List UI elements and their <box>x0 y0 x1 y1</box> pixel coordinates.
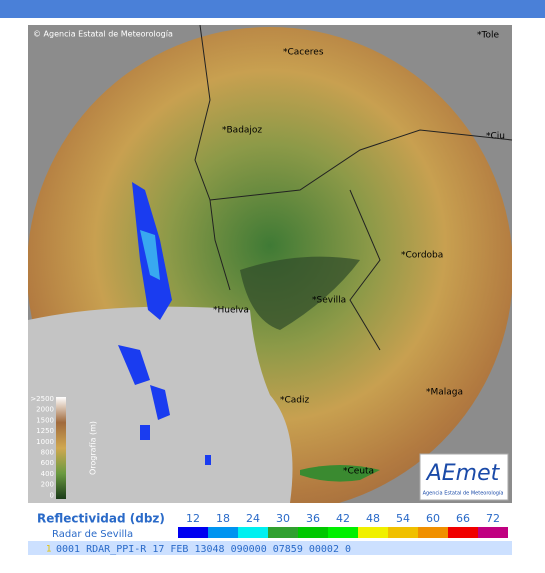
level-swatch <box>418 527 448 538</box>
orography-tick: 1500 <box>36 416 54 424</box>
level-label: 42 <box>336 512 350 525</box>
top-bar <box>0 0 545 18</box>
city-label: *Ceuta <box>343 467 374 477</box>
orography-tick: 600 <box>41 459 54 467</box>
city-label: *Badajoz <box>222 126 262 136</box>
level-label: 24 <box>246 512 260 525</box>
logo-box <box>419 453 509 501</box>
logo-subtitle: Agencia Estatal de Meteorología <box>423 490 504 497</box>
radar-name: Radar de Sevilla <box>52 529 133 540</box>
level-swatch <box>178 527 208 538</box>
orography-tick: 0 <box>50 491 54 499</box>
orography-tick: >2500 <box>30 395 54 403</box>
status-marker: 1 <box>46 545 52 555</box>
orography-tick: 1000 <box>36 438 54 446</box>
level-label: 12 <box>186 512 200 525</box>
level-swatch <box>358 527 388 538</box>
level-label: 66 <box>456 512 470 525</box>
city-label: *Cadiz <box>280 396 310 406</box>
city-label: *Caceres <box>283 48 324 58</box>
level-swatch <box>238 527 268 538</box>
city-label: *Sevilla <box>312 296 346 306</box>
level-label: 60 <box>426 512 440 525</box>
city-label: *Malaga <box>426 388 463 398</box>
city-label: *Tole <box>477 31 499 41</box>
level-label: 48 <box>366 512 380 525</box>
level-swatch <box>328 527 358 538</box>
orography-tick: 2000 <box>36 406 54 414</box>
level-label: 18 <box>216 512 230 525</box>
level-label: 36 <box>306 512 320 525</box>
level-swatch <box>388 527 418 538</box>
reflectivity-title: Reflectividad (dbz) <box>37 512 165 526</box>
level-swatch <box>298 527 328 538</box>
copyright: © Agencia Estatal de Meteorología <box>33 30 173 39</box>
orography-title: Orografía (m) <box>89 421 98 475</box>
orography-tick: 800 <box>41 449 54 457</box>
level-label: 30 <box>276 512 290 525</box>
level-swatch <box>478 527 508 538</box>
orography-tick: 400 <box>41 470 54 478</box>
status-text: 0001 RDAR_PPI-R 17 FEB 13048 090000 0785… <box>56 544 351 555</box>
logo: AEmet <box>425 461 501 486</box>
orography-tick: 200 <box>41 481 54 489</box>
city-label: *Huelva <box>213 306 249 316</box>
level-swatch <box>448 527 478 538</box>
city-label: *Ciu <box>486 132 505 142</box>
status-bar <box>28 541 512 555</box>
level-swatch <box>208 527 238 538</box>
city-label: *Cordoba <box>401 251 443 261</box>
level-swatch <box>268 527 298 538</box>
orography-scale <box>56 397 66 499</box>
orography-tick: 1250 <box>36 427 54 435</box>
africa-coast <box>300 465 380 482</box>
level-label: 54 <box>396 512 410 525</box>
borders <box>194 25 512 351</box>
valley <box>240 256 360 330</box>
level-label: 72 <box>486 512 500 525</box>
radar-echo-core <box>140 230 160 280</box>
